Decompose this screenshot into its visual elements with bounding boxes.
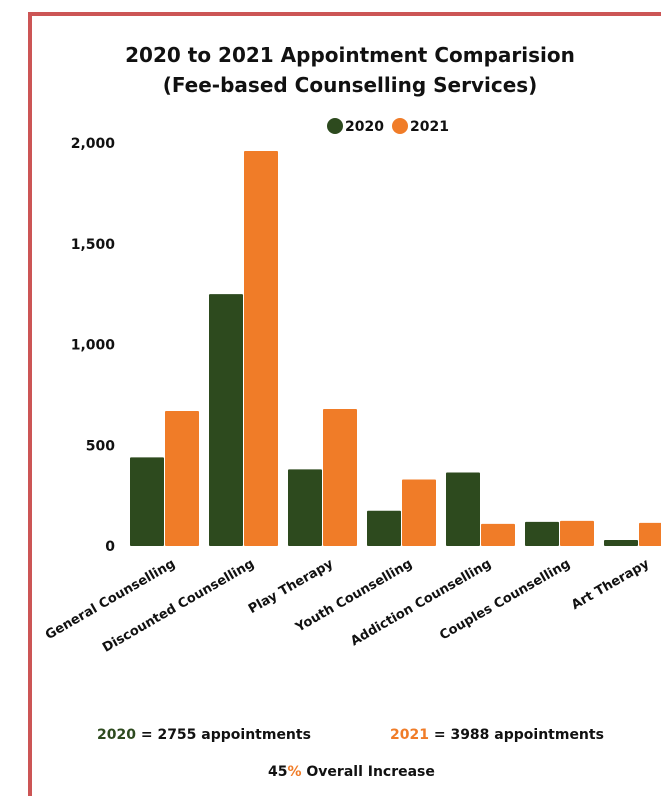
bar-2020 [604,539,638,546]
bar-2021 [560,520,594,546]
frame-border-top [28,12,661,16]
footer-2020-text: = 2755 appointments [135,727,311,743]
footer-2021-year: 2021 [390,727,429,743]
y-tick-label: 2,000 [71,136,116,152]
x-tick-label: Addiction Counselling [348,556,494,649]
bar-2020 [130,457,164,546]
bar-2021 [639,522,661,546]
bar-2021 [481,523,515,546]
bar-2021 [323,408,357,546]
chart-title-line1: 2020 to 2021 Appointment Comparision [125,43,575,67]
chart-title-line2: (Fee-based Counselling Services) [162,73,538,97]
footer-2021-text: = 3988 appointments [428,727,604,743]
x-tick-label: Discounted Counselling [100,556,257,655]
frame-border-left [28,12,32,796]
bar-2020 [367,510,401,546]
bar-2020 [446,472,480,546]
legend-marker-2021 [392,118,408,134]
footer-2020-total: 2020 = 2755 appointments [97,727,311,743]
footer-2020-year: 2020 [97,727,136,743]
bar-2020 [288,469,322,546]
legend-label-2020: 2020 [345,119,384,135]
bar-chart: 0 500 1,000 1,500 2,000 General CounsellingDi… [43,118,661,656]
y-tick-label: 1,500 [71,237,116,253]
bar-2021 [165,410,199,546]
chart-title: 2020 to 2021 Appointment Comparision (Fe… [60,40,640,100]
bar-2021 [244,151,278,546]
x-tick-label: Art Therapy [569,556,652,613]
footer-increase-number: 45 [268,764,288,780]
footer-2021-total: 2021 = 3988 appointments [390,727,604,743]
bar-2021 [402,479,436,546]
y-tick-label: 500 [86,438,115,454]
y-tick-label: 0 [105,539,115,555]
footer-increase-text: Overall Increase [301,764,435,780]
y-tick-label: 1,000 [71,338,116,354]
x-tick-label: Couples Counselling [437,556,573,643]
footer-increase-percent: % [287,764,302,780]
bar-2020 [209,294,243,546]
x-tick-label: General Counselling [43,556,178,643]
legend-marker-2020 [327,118,343,134]
footer-increase: 45% Overall Increase [268,764,435,780]
bar-2020 [525,521,559,546]
legend-label-2021: 2021 [410,119,449,135]
